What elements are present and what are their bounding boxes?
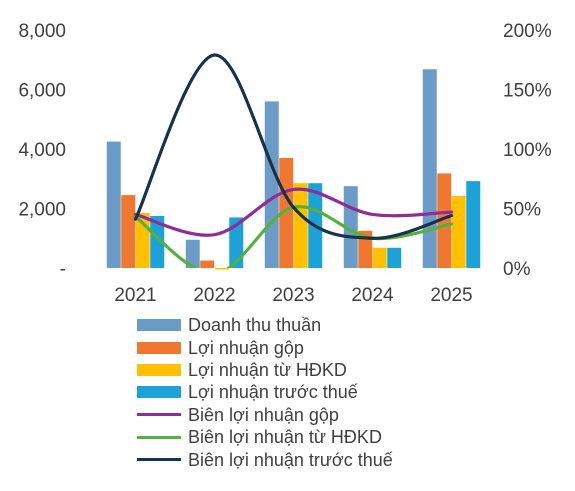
- bar: [451, 196, 466, 268]
- y-left-tick-label: 4,000: [18, 140, 66, 161]
- bar: [264, 101, 279, 269]
- bar: [150, 215, 165, 268]
- bar: [214, 268, 229, 270]
- legend-swatch-line: [137, 435, 181, 439]
- bar: [466, 181, 481, 268]
- bar: [387, 247, 402, 268]
- bar: [293, 183, 308, 268]
- bar: [200, 260, 215, 268]
- bar: [437, 173, 452, 268]
- series-line: [133, 187, 454, 237]
- x-tick-label: 2023: [272, 285, 314, 306]
- legend-label: Lợi nhuận từ HĐKD: [188, 359, 347, 380]
- line-series-group: [133, 53, 454, 268]
- chart-legend: Doanh thu thuần Lợi nhuận gộp Lợi nhuận từ…: [137, 314, 393, 471]
- legend-item: Lợi nhuận trước thuế: [137, 381, 393, 403]
- legend-swatch-bar: [137, 341, 181, 354]
- y-right-tick-label: 50%: [503, 200, 541, 221]
- bar: [372, 247, 387, 268]
- y-right-tick-label: 200%: [503, 21, 552, 42]
- y-left-tick-label: 8,000: [18, 21, 66, 42]
- bar: [279, 157, 294, 268]
- legend-label: Biên lợi nhuận trước thuế: [188, 449, 393, 470]
- y-axis-left: - 2,000 4,000 6,000 8,000: [18, 21, 66, 280]
- series-line: [133, 53, 454, 240]
- legend-swatch-line: [137, 413, 181, 417]
- legend-swatch-bar: [137, 363, 181, 376]
- legend-label: Biên lợi nhuận từ HĐKD: [188, 427, 382, 448]
- legend-label: Lợi nhuận trước thuế: [188, 382, 358, 403]
- legend-swatch-line: [137, 458, 181, 462]
- legend-item: Lợi nhuận từ HĐKD: [137, 359, 393, 381]
- y-left-tick-label: -: [60, 259, 66, 280]
- legend-item: Lợi nhuận gộp: [137, 336, 393, 358]
- legend-swatch-bar: [137, 386, 181, 399]
- bar: [121, 195, 136, 268]
- y-axis-right: 0% 50% 100% 150% 200%: [503, 21, 552, 280]
- y-left-tick-label: 2,000: [18, 200, 66, 221]
- bar: [185, 239, 200, 268]
- bar: [422, 69, 437, 269]
- y-left-tick-label: 6,000: [18, 81, 66, 102]
- legend-item: Biên lợi nhuận trước thuế: [137, 448, 393, 470]
- x-tick-label: 2021: [114, 285, 156, 306]
- x-tick-label: 2024: [351, 285, 394, 306]
- x-axis: 2021 2022 2023 2024 2025: [114, 285, 472, 306]
- legend-swatch-bar: [137, 319, 181, 332]
- legend-item: Doanh thu thuần: [137, 314, 393, 336]
- legend-label: Doanh thu thuần: [188, 315, 322, 336]
- bar: [106, 141, 121, 268]
- x-tick-label: 2022: [193, 285, 235, 306]
- legend-item: Biên lợi nhuận từ HĐKD: [137, 426, 393, 448]
- bar: [358, 230, 373, 268]
- y-right-tick-label: 0%: [503, 259, 531, 280]
- legend-label: Lợi nhuận gộp: [188, 337, 304, 358]
- bar: [229, 217, 244, 268]
- legend-label: Biên lợi nhuận gộp: [188, 404, 339, 425]
- bar-series-group: [106, 69, 481, 270]
- y-right-tick-label: 150%: [503, 81, 552, 102]
- legend-item: Biên lợi nhuận gộp: [137, 404, 393, 426]
- y-right-tick-label: 100%: [503, 140, 552, 161]
- x-tick-label: 2025: [430, 285, 472, 306]
